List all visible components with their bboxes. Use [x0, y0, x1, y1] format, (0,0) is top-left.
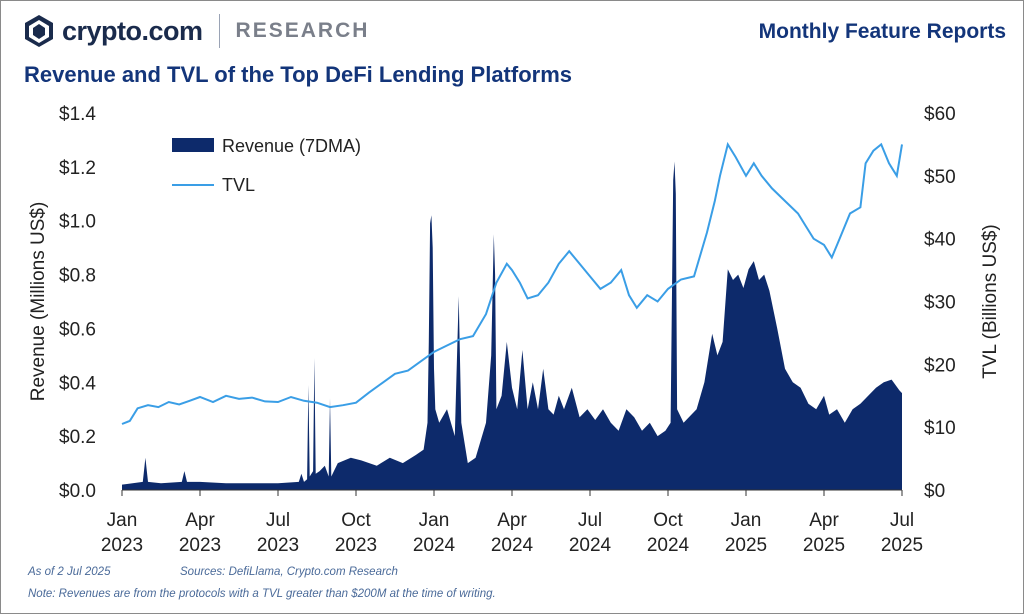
tvl-line: [121, 141, 903, 425]
revenue-area: [122, 161, 902, 490]
y-right-tick-label: $10: [924, 418, 956, 439]
x-tick-label-month: Jan: [107, 510, 138, 531]
y-left-tick-label: $0.6: [59, 319, 96, 340]
x-tick-label-year: 2023: [101, 535, 143, 556]
x-tick-label-month: Jul: [890, 510, 914, 531]
y-left-tick-label: $0.8: [59, 266, 96, 287]
report-label: Monthly Feature Reports: [758, 20, 1006, 43]
brand-header: crypto.com RESEARCH: [24, 14, 369, 48]
brand-section: RESEARCH: [235, 19, 370, 42]
x-tick-label-month: Oct: [653, 510, 683, 531]
footer-sources: Sources: DefiLlama, Crypto.com Research: [180, 566, 398, 578]
legend-revenue-swatch: [172, 138, 214, 152]
y-left-tick-label: $1.0: [59, 212, 96, 233]
x-tick-label-year: 2024: [413, 535, 456, 556]
brand-divider: [218, 14, 220, 48]
chart: Jan 2023 Apr 2023 Jul 2023 Oct 2023 Jan 2024 Apr 20…: [28, 104, 1001, 556]
x-tick-label-month: Jul: [266, 510, 290, 531]
y-right-tick-label: $40: [924, 230, 956, 251]
y-right-tick-label: $30: [924, 293, 956, 314]
x-tick-label-year: 2023: [179, 535, 221, 556]
x-tick-label-year: 2025: [881, 535, 923, 556]
x-tick-label-month: Jul: [578, 510, 602, 531]
y-right-tick-label: $50: [924, 167, 956, 188]
x-tick-label-month: Jan: [731, 510, 762, 531]
footer-note: Note: Revenues are from the protocols wi…: [28, 588, 496, 600]
legend-tvl-label: TVL: [222, 175, 255, 195]
x-tick-label-month: Apr: [809, 510, 839, 531]
y-left-axis-label: Revenue (Millions US$): [28, 202, 49, 402]
x-tick-label-month: Oct: [341, 510, 371, 531]
x-tick-label-year: 2024: [647, 535, 690, 556]
x-tick-label-year: 2024: [569, 535, 612, 556]
x-tick-label-month: Apr: [497, 510, 527, 531]
x-tick-label-year: 2023: [335, 535, 377, 556]
chart-title: Revenue and TVL of the Top DeFi Lending …: [24, 62, 573, 87]
y-left-tick-label: $1.4: [59, 104, 96, 125]
y-right-tick-label: $60: [924, 104, 956, 125]
x-tick-label-year: 2024: [491, 535, 534, 556]
x-tick-label-month: Jan: [419, 510, 450, 531]
x-tick-label-year: 2025: [725, 535, 767, 556]
y-left-tick-label: $0.4: [59, 373, 96, 394]
y-right-axis-label: TVL (Billions US$): [980, 224, 1001, 379]
legend-revenue-label: Revenue (7DMA): [222, 136, 361, 156]
y-left-tick-label: $0.2: [59, 427, 96, 448]
y-right-tick-label: $0: [924, 481, 945, 502]
brand-name: crypto.com: [62, 15, 203, 46]
x-tick-label-month: Apr: [185, 510, 215, 531]
footer-as-of: As of 2 Jul 2025: [28, 566, 111, 578]
x-tick-label-year: 2025: [803, 535, 845, 556]
y-right-tick-label: $20: [924, 355, 956, 376]
y-left-tick-label: $1.2: [59, 158, 96, 179]
x-tick-label-year: 2023: [257, 535, 299, 556]
crypto-com-logo-icon: [25, 15, 53, 47]
y-left-tick-label: $0.0: [59, 481, 96, 502]
